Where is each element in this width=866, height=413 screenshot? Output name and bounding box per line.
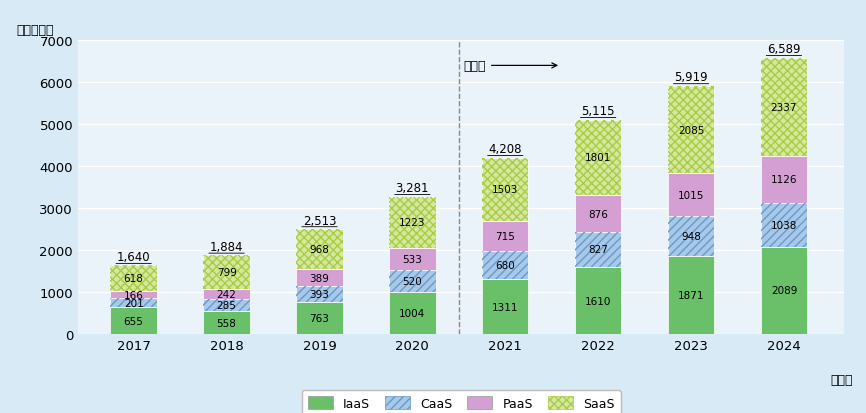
Bar	[204, 256, 249, 289]
Bar	[668, 87, 714, 174]
Bar	[575, 196, 622, 233]
Text: 285: 285	[216, 300, 236, 310]
Text: （年）: （年）	[830, 373, 853, 386]
Bar	[204, 311, 249, 335]
Text: 2089: 2089	[771, 286, 798, 296]
Bar	[204, 299, 249, 311]
Text: 827: 827	[588, 245, 608, 255]
Text: 2,513: 2,513	[303, 214, 336, 227]
Text: 520: 520	[403, 277, 423, 287]
Text: 2337: 2337	[771, 102, 798, 112]
Text: 1004: 1004	[399, 309, 425, 318]
Bar	[575, 120, 622, 196]
Bar	[760, 247, 807, 335]
Bar	[760, 59, 807, 157]
Text: 1126: 1126	[771, 175, 798, 185]
Text: 1038: 1038	[771, 220, 798, 230]
Bar	[668, 216, 714, 256]
Bar	[296, 286, 343, 303]
Bar	[296, 229, 343, 270]
Bar	[668, 216, 714, 256]
Bar	[389, 271, 436, 292]
Text: 533: 533	[403, 254, 423, 264]
Text: 655: 655	[124, 316, 144, 326]
Legend: IaaS, CaaS, PaaS, SaaS: IaaS, CaaS, PaaS, SaaS	[301, 390, 621, 413]
Bar	[668, 174, 714, 216]
Bar	[575, 233, 622, 267]
Text: 393: 393	[309, 290, 329, 299]
Bar	[296, 229, 343, 270]
Text: 1,640: 1,640	[117, 251, 151, 263]
Text: 201: 201	[124, 298, 144, 308]
Text: 618: 618	[124, 274, 144, 284]
Text: 968: 968	[309, 244, 329, 254]
Text: 763: 763	[309, 313, 329, 323]
Text: 799: 799	[216, 267, 236, 278]
Text: 3,281: 3,281	[396, 182, 430, 195]
Text: 5,919: 5,919	[675, 71, 708, 84]
Bar	[296, 270, 343, 286]
Bar	[482, 221, 528, 251]
Bar	[296, 303, 343, 335]
Text: 1503: 1503	[492, 185, 519, 195]
Text: 558: 558	[216, 318, 236, 328]
Text: （億ドル）: （億ドル）	[16, 24, 55, 37]
Bar	[389, 197, 436, 248]
Bar	[296, 286, 343, 303]
Text: 1223: 1223	[399, 218, 425, 228]
Text: 1015: 1015	[678, 190, 704, 200]
Bar	[482, 280, 528, 335]
Bar	[575, 267, 622, 335]
Text: 166: 166	[124, 290, 144, 300]
Bar	[760, 59, 807, 157]
Bar	[111, 299, 157, 307]
Text: 予測値: 予測値	[463, 60, 557, 73]
Text: 715: 715	[495, 231, 515, 241]
Bar	[575, 120, 622, 196]
Text: 6,589: 6,589	[767, 43, 801, 56]
Bar	[668, 87, 714, 174]
Bar	[760, 204, 807, 247]
Bar	[111, 266, 157, 292]
Bar	[111, 292, 157, 299]
Bar	[668, 256, 714, 335]
Text: 2085: 2085	[678, 125, 704, 135]
Bar	[111, 307, 157, 335]
Bar	[389, 248, 436, 271]
Text: 1610: 1610	[585, 296, 611, 306]
Text: 680: 680	[495, 260, 515, 271]
Text: 242: 242	[216, 289, 236, 299]
Bar	[575, 233, 622, 267]
Bar	[389, 197, 436, 248]
Bar	[111, 266, 157, 292]
Text: 1311: 1311	[492, 302, 519, 312]
Bar	[389, 292, 436, 335]
Text: 5,115: 5,115	[581, 105, 615, 118]
Bar	[204, 256, 249, 289]
Text: 1,884: 1,884	[210, 240, 243, 253]
Bar	[482, 158, 528, 221]
Bar	[760, 204, 807, 247]
Bar	[482, 158, 528, 221]
Text: 389: 389	[309, 273, 329, 283]
Text: 948: 948	[682, 231, 701, 241]
Bar	[204, 289, 249, 299]
Text: 1871: 1871	[678, 290, 704, 300]
Text: 4,208: 4,208	[488, 143, 522, 156]
Text: 1801: 1801	[585, 153, 611, 163]
Text: 876: 876	[588, 209, 608, 219]
Bar	[204, 299, 249, 311]
Bar	[482, 251, 528, 280]
Bar	[389, 271, 436, 292]
Bar	[111, 299, 157, 307]
Bar	[482, 251, 528, 280]
Bar	[760, 157, 807, 204]
